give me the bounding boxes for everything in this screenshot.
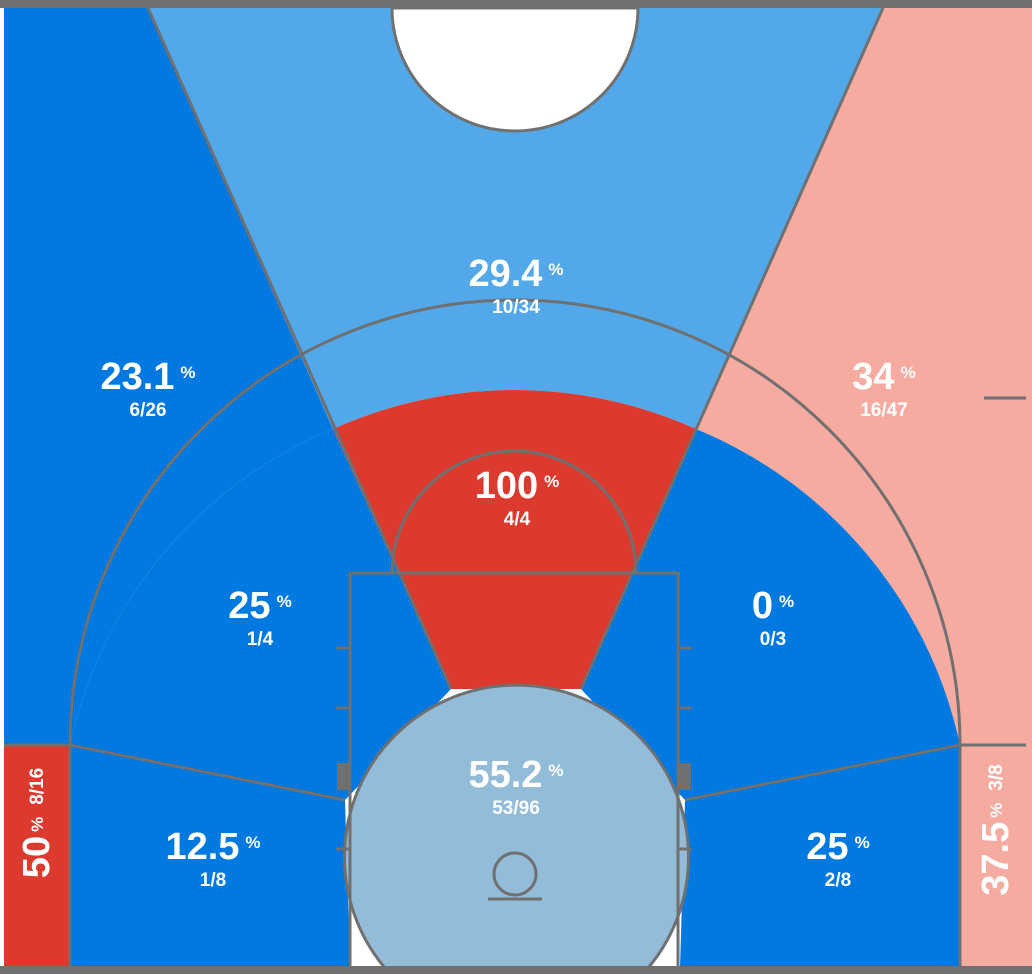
- zone-percent: 34: [852, 356, 894, 398]
- zone-divider-left: [146, 7, 453, 690]
- zone-percent-sign: %: [779, 592, 794, 611]
- zone-corner-three-left: [4, 745, 70, 968]
- zone-percent: 25: [228, 585, 270, 627]
- baseline-divider-left: [69, 743, 346, 802]
- zone-percent-line: 34%: [852, 356, 915, 398]
- zone-percent: 50: [16, 836, 58, 878]
- zone-percent: 29.4: [468, 253, 542, 295]
- label-mid-range-left: 25 %1/4: [228, 585, 291, 650]
- zone-percent-line: 23.1%: [100, 356, 195, 398]
- zone-fraction: 1/4: [247, 629, 274, 650]
- label-above-break-three-left: 23.1 %6/26: [100, 356, 195, 421]
- zone-restricted-area: [344, 685, 689, 968]
- label-restricted-area: 55.2 %53/96: [468, 754, 563, 819]
- zone-label-line: 37.5% 3/8: [975, 764, 1017, 896]
- zone-above-break-three-left: [4, 8, 333, 745]
- zone-percent-sign: %: [180, 363, 195, 382]
- zone-fills: [4, 8, 1032, 968]
- zone-percent: 12.5: [165, 826, 239, 868]
- zone-above-break-three-center: [148, 8, 883, 429]
- free-throw-circle: [390, 449, 638, 574]
- basket-rim: [492, 851, 538, 897]
- zone-fraction: 6/26: [130, 400, 167, 421]
- zone-percent: 25: [806, 826, 848, 868]
- center-circle: [390, 6, 640, 133]
- zone-label-line: 50% 8/16: [16, 768, 58, 878]
- zone-percent: 100: [475, 465, 538, 507]
- label-above-break-three-center: 29.4 %10/34: [468, 253, 563, 318]
- label-paint-non-ra: 100 %4/4: [475, 465, 560, 530]
- zone-percent-sign: %: [245, 833, 260, 852]
- baseline-divider-right: [684, 743, 961, 802]
- zone-fraction: 3/8: [986, 764, 1007, 790]
- zone-percent: 23.1: [100, 356, 174, 398]
- zone-percent-sign: %: [548, 260, 563, 279]
- zone-percent-sign: %: [987, 803, 1006, 818]
- zone-percent-sign: %: [28, 817, 47, 832]
- zone-fraction: 1/8: [200, 870, 226, 891]
- zone-fraction: 4/4: [504, 509, 531, 530]
- label-corner-three-left: 50% 8/16: [16, 768, 58, 878]
- zone-mid-range-right: [581, 429, 960, 800]
- zone-fraction: 2/8: [825, 870, 851, 891]
- zone-fraction: 53/96: [492, 798, 540, 819]
- zone-percent-line: 55.2%: [468, 754, 563, 796]
- zone-percent: 55.2: [468, 754, 542, 796]
- zone-percent-sign: %: [548, 761, 563, 780]
- label-baseline-mid-right: 25 %2/8: [806, 826, 869, 891]
- zone-percent-line: 25%: [228, 585, 291, 627]
- zone-percent: 0: [752, 585, 773, 627]
- zone-percent-line: 12.5%: [165, 826, 260, 868]
- restricted-area-arc: [343, 683, 690, 969]
- zone-baseline-mid-right: [680, 745, 960, 968]
- zone-paint-non-ra: [333, 390, 696, 689]
- bottom-border: [0, 966, 1032, 974]
- zone-percent-sign: %: [901, 363, 916, 382]
- label-baseline-mid-left: 12.5 %1/8: [165, 826, 260, 891]
- zone-fraction: 16/47: [860, 400, 908, 421]
- zone-percent-line: 0%: [752, 585, 794, 627]
- zone-percent-sign: %: [277, 592, 292, 611]
- zone-percent-sign: %: [855, 833, 870, 852]
- zone-fraction: 0/3: [760, 629, 786, 650]
- zone-percent-sign: %: [544, 472, 559, 491]
- zone-above-break-three-right: [696, 8, 1032, 745]
- zone-percent-line: 25%: [806, 826, 869, 868]
- label-above-break-three-right: 34 %16/47: [852, 356, 915, 421]
- zone-labels: 23.1 %6/26 29.4 %10/34 34 %16/47 100 %4/4 25…: [16, 253, 1017, 896]
- zone-baseline-mid-left: [70, 745, 350, 968]
- zone-divider-right: [579, 7, 885, 690]
- zone-mid-range-left: [70, 429, 451, 800]
- three-point-arc: [68, 298, 962, 746]
- zone-percent: 37.5: [975, 822, 1017, 896]
- lane-hash-marks: [336, 646, 692, 851]
- zone-percent-line: 29.4%: [468, 253, 563, 295]
- label-corner-three-right: 37.5% 3/8: [975, 764, 1017, 896]
- zone-corner-three-right: [960, 745, 1032, 968]
- zone-fraction: 8/16: [27, 768, 48, 805]
- zone-percent-line: 100%: [475, 465, 560, 507]
- label-mid-range-right: 0 %0/3: [752, 585, 794, 650]
- zone-fraction: 10/34: [492, 297, 540, 318]
- top-border: [0, 0, 1032, 8]
